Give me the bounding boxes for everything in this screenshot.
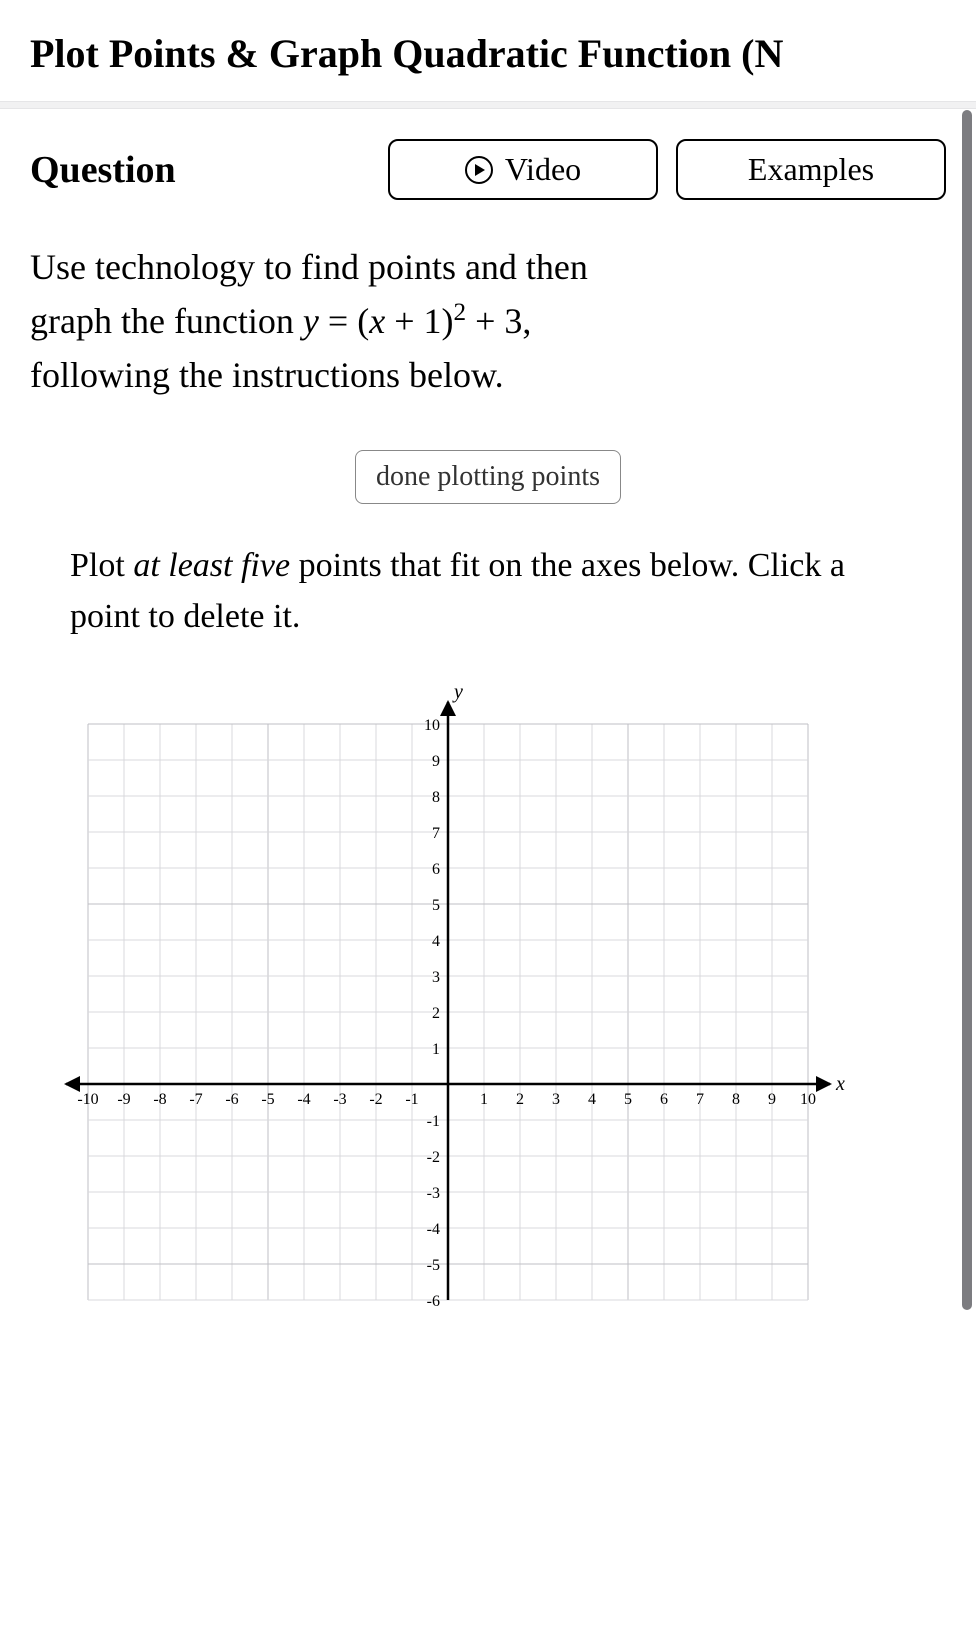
svg-text:6: 6	[432, 861, 440, 878]
svg-text:5: 5	[432, 897, 440, 914]
svg-text:2: 2	[516, 1091, 524, 1108]
svg-text:-10: -10	[77, 1091, 98, 1108]
svg-text:y: y	[452, 681, 463, 703]
svg-text:-4: -4	[297, 1091, 310, 1108]
svg-text:6: 6	[660, 1091, 668, 1108]
plot-instruction: Plot at least five points that fit on th…	[30, 540, 946, 642]
content-area: Question Video Examples Use technology t…	[0, 109, 976, 1308]
svg-text:4: 4	[432, 933, 440, 950]
svg-text:10: 10	[800, 1091, 816, 1108]
svg-text:-6: -6	[427, 1293, 440, 1308]
svg-text:-5: -5	[261, 1091, 274, 1108]
scrollbar-track[interactable]	[962, 110, 972, 1310]
svg-text:10: 10	[424, 717, 440, 734]
svg-text:-1: -1	[427, 1113, 440, 1130]
svg-text:-6: -6	[225, 1091, 238, 1108]
svg-text:3: 3	[552, 1091, 560, 1108]
video-button[interactable]: Video	[388, 139, 658, 200]
coordinate-grid[interactable]: -10 -9 -8 -7 -6 -5 -4 -3 -2 -1 1 2 3 4 5 6 7 8 9 10 1 2 3 4 5 6 7 8…	[30, 678, 946, 1308]
svg-text:-5: -5	[427, 1257, 440, 1274]
examples-button-label: Examples	[748, 151, 874, 188]
svg-text:7: 7	[432, 825, 440, 842]
svg-text:5: 5	[624, 1091, 632, 1108]
svg-text:8: 8	[432, 789, 440, 806]
svg-text:-4: -4	[427, 1221, 440, 1238]
svg-text:-3: -3	[333, 1091, 346, 1108]
svg-text:4: 4	[588, 1091, 596, 1108]
done-button-row: done plotting points	[30, 450, 946, 504]
svg-text:1: 1	[480, 1091, 488, 1108]
question-header-row: Question Video Examples	[30, 139, 946, 200]
question-label: Question	[30, 148, 176, 192]
examples-button[interactable]: Examples	[676, 139, 946, 200]
svg-text:7: 7	[696, 1091, 704, 1108]
svg-text:8: 8	[732, 1091, 740, 1108]
video-button-label: Video	[505, 151, 581, 188]
done-plotting-button[interactable]: done plotting points	[355, 450, 621, 504]
page-title: Plot Points & Graph Quadratic Function (…	[0, 0, 976, 101]
svg-text:-2: -2	[369, 1091, 382, 1108]
svg-text:-8: -8	[153, 1091, 166, 1108]
svg-text:-2: -2	[427, 1149, 440, 1166]
svg-text:9: 9	[768, 1091, 776, 1108]
scrollbar-thumb[interactable]	[962, 110, 972, 1310]
graph-area[interactable]: -10 -9 -8 -7 -6 -5 -4 -3 -2 -1 1 2 3 4 5 6 7 8 9 10 1 2 3 4 5 6 7 8…	[30, 678, 946, 1308]
svg-text:9: 9	[432, 753, 440, 770]
play-icon	[465, 156, 493, 184]
svg-text:-7: -7	[189, 1091, 202, 1108]
svg-text:-3: -3	[427, 1185, 440, 1202]
svg-text:2: 2	[432, 1005, 440, 1022]
svg-text:1: 1	[432, 1041, 440, 1058]
svg-text:-9: -9	[117, 1091, 130, 1108]
svg-text:3: 3	[432, 969, 440, 986]
svg-text:-1: -1	[405, 1091, 418, 1108]
svg-text:x: x	[835, 1073, 845, 1095]
question-prompt: Use technology to find points and then g…	[30, 240, 946, 402]
header-divider	[0, 101, 976, 109]
